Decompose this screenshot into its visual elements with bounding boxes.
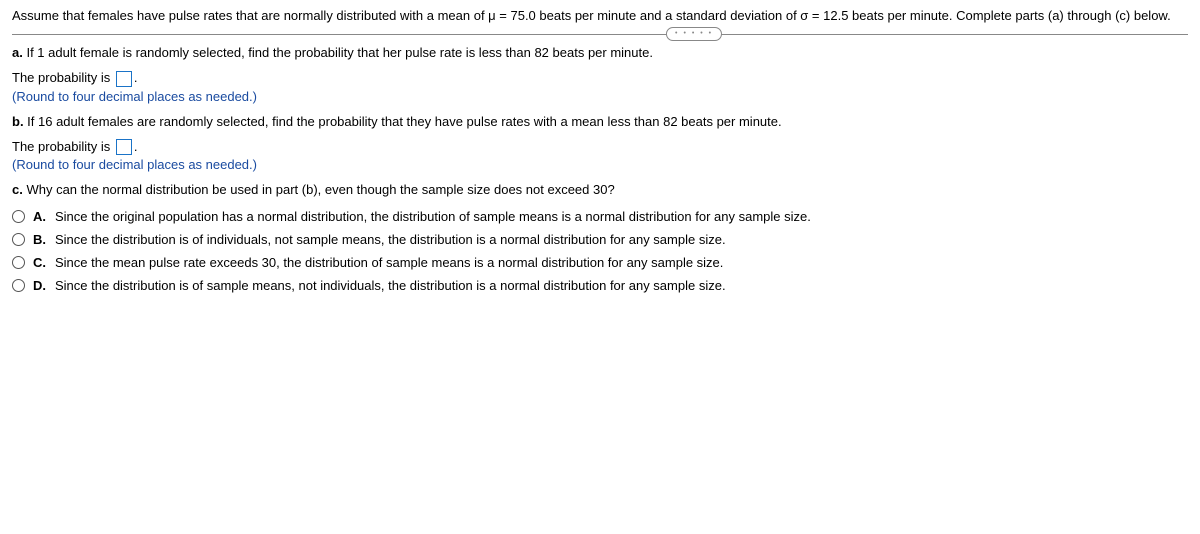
part-a-input[interactable] [116,71,132,87]
part-a-text: If 1 adult female is randomly selected, … [23,45,653,60]
part-b-input[interactable] [116,139,132,155]
part-b-answer-line: The probability is . [12,139,1188,156]
part-c: c. Why can the normal distribution be us… [12,182,1188,293]
radio-icon[interactable] [12,233,25,246]
radio-icon[interactable] [12,256,25,269]
option-a-label: A. [33,209,49,224]
option-c-label: C. [33,255,49,270]
divider-line [12,34,1188,35]
part-a-label: a. [12,45,23,60]
option-d-row[interactable]: D. Since the distribution is of sample m… [12,278,1188,293]
part-b-label: b. [12,114,24,129]
part-b-text: If 16 adult females are randomly selecte… [24,114,782,129]
divider-bubble: • • • • • [666,27,722,41]
option-a-row[interactable]: A. Since the original population has a n… [12,209,1188,224]
part-a-hint: (Round to four decimal places as needed.… [12,89,1188,104]
option-b-row[interactable]: B. Since the distribution is of individu… [12,232,1188,247]
problem-intro: Assume that females have pulse rates tha… [12,8,1188,23]
part-c-text: Why can the normal distribution be used … [23,182,615,197]
answer-prefix: The probability is [12,139,114,154]
answer-prefix: The probability is [12,70,114,85]
option-c-text: Since the mean pulse rate exceeds 30, th… [55,255,1188,270]
part-c-label: c. [12,182,23,197]
radio-icon[interactable] [12,279,25,292]
section-divider: • • • • • [12,27,1188,41]
part-a: a. If 1 adult female is randomly selecte… [12,45,1188,104]
part-a-answer-line: The probability is . [12,70,1188,87]
answer-suffix: . [134,70,138,85]
radio-icon[interactable] [12,210,25,223]
answer-suffix: . [134,139,138,154]
part-c-options: A. Since the original population has a n… [12,209,1188,293]
part-b-hint: (Round to four decimal places as needed.… [12,157,1188,172]
option-d-text: Since the distribution is of sample mean… [55,278,1188,293]
part-b: b. If 16 adult females are randomly sele… [12,114,1188,173]
option-c-row[interactable]: C. Since the mean pulse rate exceeds 30,… [12,255,1188,270]
option-b-label: B. [33,232,49,247]
option-b-text: Since the distribution is of individuals… [55,232,1188,247]
option-d-label: D. [33,278,49,293]
option-a-text: Since the original population has a norm… [55,209,1188,224]
